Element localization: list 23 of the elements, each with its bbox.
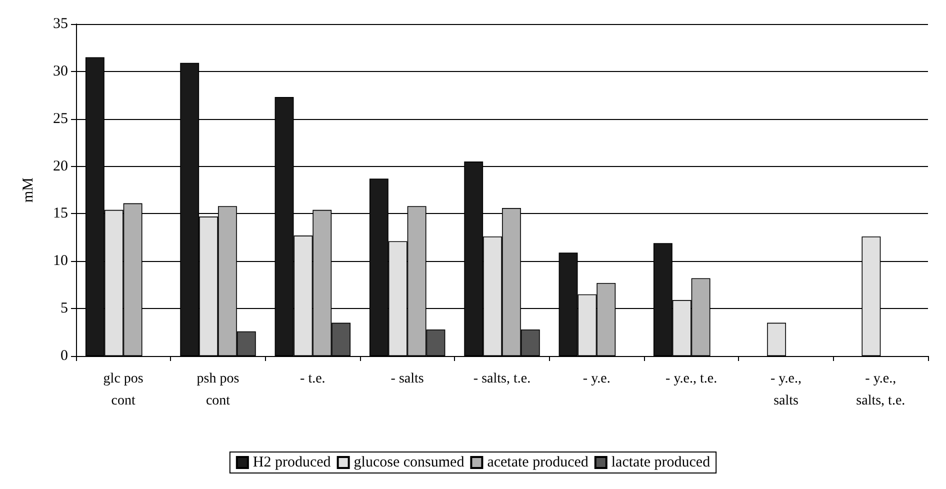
legend-label: glucose consumed [354,454,465,470]
bar [767,322,786,356]
x-tick-label: - y.e., salts [770,372,802,408]
x-tick-label: - t.e. [300,372,326,386]
y-tick-label: 30 [53,63,68,80]
legend-label: lactate produced [611,454,711,470]
x-tick-label: glc pos cont [103,372,144,408]
y-axis-title: mM [20,177,36,203]
x-tick-label: psh pos cont [196,372,240,408]
y-tick-label: 5 [60,300,68,317]
y-tick-label: 15 [53,206,68,222]
x-tick-label: - salts, t.e. [473,372,531,386]
y-tick-label: 10 [53,253,68,270]
y-tick-label: 20 [53,158,68,174]
legend-label: H2 produced [252,454,332,470]
y-tick-label: 35 [53,16,68,32]
x-tick-label: - salts [390,372,424,386]
x-tick-label: - y.e., t.e. [666,372,718,386]
y-tick-label: 0 [60,348,68,364]
x-tick-label: - y.e., salts, t.e. [856,372,906,408]
legend-label: acetate produced [487,454,589,470]
x-tick-label: - y.e. [582,372,610,386]
y-tick-label: 25 [53,110,68,127]
